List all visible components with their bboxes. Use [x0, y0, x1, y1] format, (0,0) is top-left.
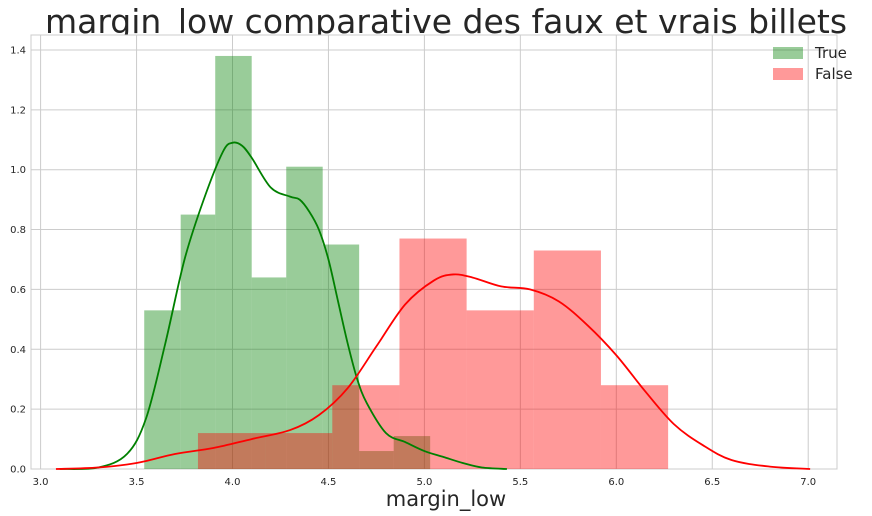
- bar-false-3: [399, 238, 467, 469]
- y-tick-label: 0.0: [10, 465, 26, 476]
- y-tick-label: 0.4: [10, 345, 26, 356]
- kde-line-false: [55, 273, 811, 470]
- x-tick-label: 4.0: [225, 477, 241, 488]
- y-tick-label: 0.2: [10, 405, 26, 416]
- y-tick-label: 1.4: [10, 45, 26, 56]
- bar-false-4: [466, 310, 534, 469]
- x-tick-label: 4.5: [320, 477, 336, 488]
- x-tick-label: 6.5: [704, 477, 720, 488]
- x-tick-label: 6.0: [608, 477, 624, 488]
- y-tick-label: 1.2: [10, 105, 26, 116]
- y-tick-label: 0.8: [10, 225, 26, 236]
- x-tick-label: 7.0: [800, 477, 816, 488]
- bar-false-2: [332, 385, 400, 469]
- legend-swatch-true: [773, 47, 803, 59]
- bar-true-0: [144, 310, 181, 469]
- legend-swatch-false: [773, 68, 803, 80]
- legend: True False: [773, 44, 853, 83]
- bar-false-1: [265, 433, 333, 469]
- histogram-bars: [144, 55, 669, 470]
- legend-label-false: False: [815, 65, 853, 83]
- bar-true-4: [286, 166, 323, 470]
- legend-label-true: True: [814, 44, 847, 62]
- y-tick-label: 0.6: [10, 285, 26, 296]
- y-tick-label: 1.0: [10, 165, 26, 176]
- bar-true-2: [215, 55, 252, 470]
- bar-true-1: [180, 214, 216, 469]
- kde-line-true: [59, 141, 507, 470]
- x-tick-label: 3.0: [33, 477, 49, 488]
- x-tick-label: 5.0: [416, 477, 432, 488]
- x-axis-label: margin_low: [386, 487, 506, 512]
- x-tick-label: 5.5: [512, 477, 528, 488]
- kde-curves: [55, 141, 811, 470]
- bar-false-5: [533, 250, 601, 469]
- x-tick-label: 3.5: [129, 477, 145, 488]
- bar-true-6: [359, 451, 394, 469]
- bar-true-5: [322, 244, 360, 469]
- y-axis-ticks: 0.0 0.2 0.4 0.6 0.8 1.0 1.2 1.4: [10, 45, 26, 475]
- bar-true-7: [393, 436, 431, 469]
- grid-lines: [31, 35, 837, 470]
- bar-false-6: [600, 385, 669, 469]
- x-axis-ticks: 3.0 3.5 4.0 4.5 5.0 5.5 6.0 6.5 7.0: [33, 477, 817, 488]
- plot-area: [30, 34, 838, 470]
